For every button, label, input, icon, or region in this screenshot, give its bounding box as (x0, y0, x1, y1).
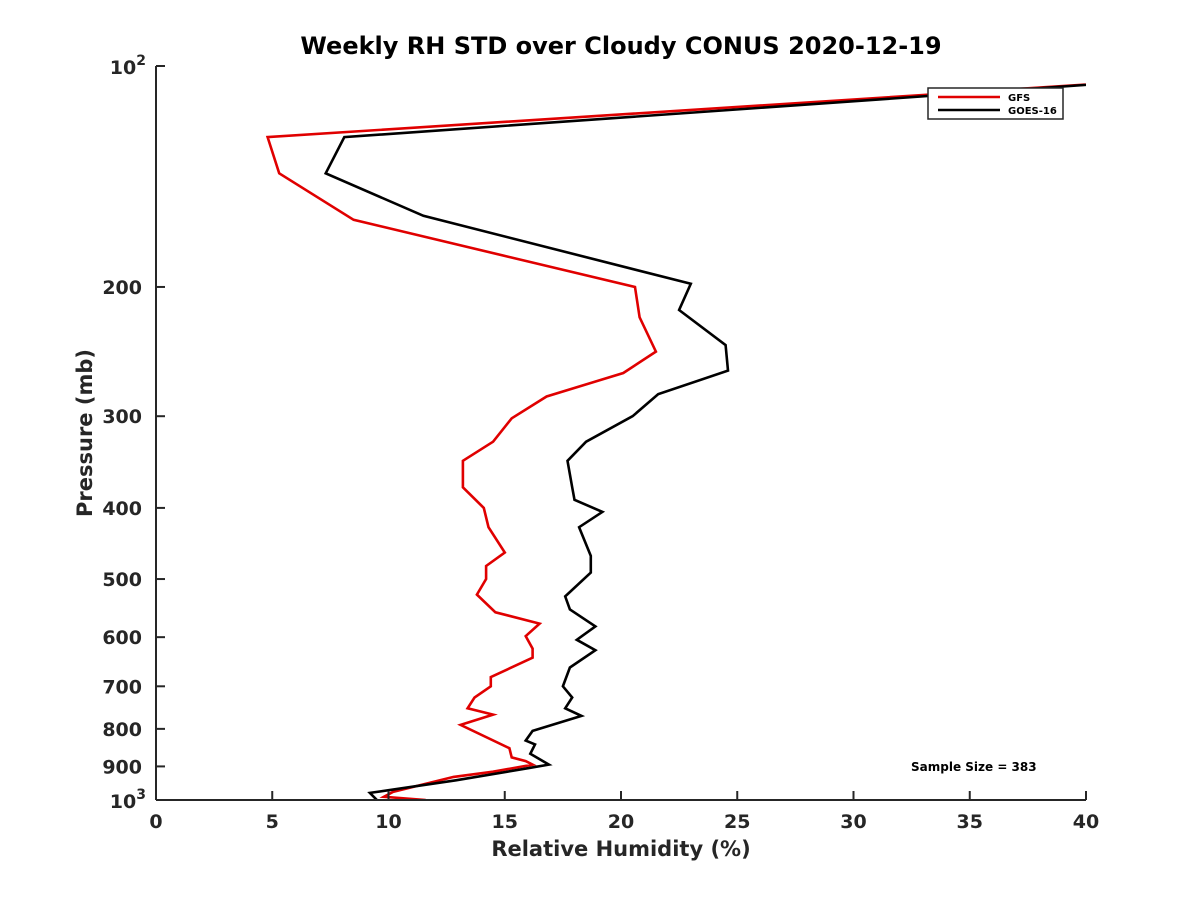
y-tick-label: 200 (102, 277, 142, 299)
y-axis-label: Pressure (mb) (73, 349, 97, 517)
y-tick-label: 900 (102, 756, 142, 778)
x-tick-label: 10 (375, 811, 401, 833)
x-tick-label: 40 (1073, 811, 1099, 833)
chart-title: Weekly RH STD over Cloudy CONUS 2020-12-… (300, 32, 941, 60)
y-tick-label: 700 (102, 676, 142, 698)
y-tick-label: 500 (102, 569, 142, 591)
y-tick-label: 102 (110, 53, 146, 79)
legend-label-gfs: GFS (1008, 93, 1030, 104)
legend-box (927, 87, 1064, 120)
y-tick-label: 103 (110, 787, 146, 813)
series-line-gfs (265, 83, 1086, 800)
y-ticks: 102 200 300 400 500 600 700 800 900 103 (102, 53, 165, 813)
y-tick-label: 300 (102, 406, 142, 428)
x-tick-label: 35 (957, 811, 983, 833)
y-tick-label: 600 (102, 627, 142, 649)
x-tick-label: 25 (724, 811, 750, 833)
y-tick-label: 400 (102, 498, 142, 520)
x-tick-label: 0 (149, 811, 162, 833)
series-layer (265, 83, 1086, 800)
x-tick-label: 30 (840, 811, 866, 833)
x-axis-label: Relative Humidity (%) (491, 837, 750, 861)
legend-label-goes16: GOES-16 (1008, 106, 1057, 117)
series-line-goes16 (323, 83, 1086, 800)
x-ticks: 0 5 10 15 20 25 30 35 40 (149, 791, 1099, 833)
sample-size-annotation: Sample Size = 383 (911, 760, 1037, 774)
legend: GFS GOES-16 (927, 87, 1064, 120)
axes (155, 66, 1086, 801)
x-tick-label: 5 (266, 811, 279, 833)
y-tick-label: 800 (102, 719, 142, 741)
x-tick-label: 20 (608, 811, 634, 833)
x-tick-label: 15 (492, 811, 518, 833)
